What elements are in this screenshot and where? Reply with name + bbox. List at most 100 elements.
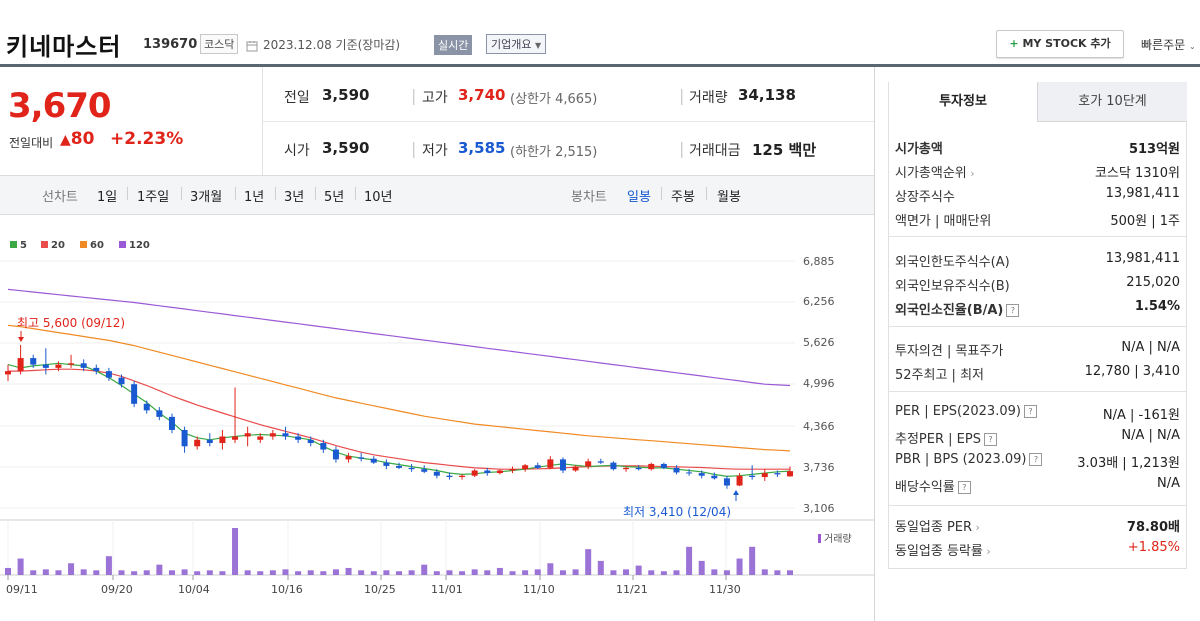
candle-body — [648, 463, 655, 470]
price-chart[interactable] — [0, 250, 874, 600]
candle-body — [484, 470, 491, 474]
candle-body — [496, 470, 503, 474]
candle-body — [522, 465, 529, 470]
volume-bar — [80, 569, 87, 575]
candle-body — [181, 429, 188, 447]
quick-order-menu[interactable]: 빠른주문 ⌄ — [1141, 36, 1196, 53]
period-10y[interactable]: 10년 — [364, 190, 393, 205]
candle-body — [156, 410, 163, 417]
invest-value: N/A | N/A — [1121, 428, 1180, 443]
tab-invest-info[interactable]: 투자정보 — [889, 82, 1037, 123]
chevron-right-icon[interactable]: › — [982, 545, 991, 558]
invest-value: 78.80배 — [1126, 520, 1180, 535]
candle-body — [206, 439, 213, 444]
volume-bar — [93, 570, 100, 575]
invest-label-text: 배당수익률 — [895, 480, 955, 495]
invest-label-text: 시가총액 — [895, 142, 943, 157]
chevron-right-icon[interactable]: › — [972, 521, 980, 534]
period-3y[interactable]: 3년 — [284, 190, 305, 205]
candle-body — [282, 433, 289, 437]
divider — [181, 187, 182, 200]
volume-bar — [559, 570, 566, 575]
change-percent: +2.23% — [110, 129, 184, 149]
period-1d[interactable]: 1일 — [97, 190, 118, 205]
my-stock-add-button[interactable]: + MY STOCK 추가 — [996, 30, 1124, 58]
invest-value: 코스닥 1310위 — [1094, 166, 1180, 181]
candle-body — [547, 459, 554, 468]
volume-bar — [572, 569, 579, 575]
volume-bar — [181, 569, 188, 575]
invest-label: 외국인보유주식수(B) — [895, 275, 1010, 294]
invest-label: PER | EPS(2023.09)? — [895, 404, 1037, 419]
up-triangle-icon: ▲ — [60, 132, 71, 148]
candle-daily[interactable]: 일봉 — [627, 190, 651, 205]
trade-amount-number: 125 — [752, 141, 784, 159]
ma-line-ma5 — [7, 362, 791, 478]
help-icon[interactable]: ? — [1023, 405, 1037, 418]
volume-bar — [232, 528, 239, 575]
invest-label-text: 동일업종 등락률 — [895, 544, 983, 559]
invest-value: 215,020 — [1126, 275, 1180, 290]
help-icon[interactable]: ? — [983, 433, 997, 446]
candle-body — [623, 467, 630, 470]
volume-legend: 거래량 — [818, 530, 852, 545]
y-tick: 5,626 — [803, 336, 835, 349]
period-5y[interactable]: 5년 — [324, 190, 345, 205]
candle-body — [307, 439, 314, 444]
volume-bar — [761, 569, 768, 575]
legend-swatch — [80, 241, 87, 248]
x-tick: 11/10 — [523, 583, 555, 596]
candle-monthly[interactable]: 월봉 — [717, 190, 741, 205]
candle-body — [723, 478, 730, 486]
candle-body — [232, 436, 239, 440]
period-1w[interactable]: 1주일 — [137, 190, 170, 205]
section-divider — [888, 236, 1187, 237]
lower-limit-value: 2,515) — [555, 145, 598, 160]
period-3m[interactable]: 3개월 — [190, 190, 223, 205]
volume-bar — [282, 569, 289, 575]
volume-bar — [723, 570, 730, 575]
header-divider — [0, 64, 1200, 67]
candle-body — [396, 465, 402, 468]
candle-body — [80, 363, 87, 368]
section-divider — [888, 326, 1187, 327]
volume-bar — [194, 571, 201, 575]
legend-swatch — [119, 241, 126, 248]
help-icon[interactable]: ? — [1006, 304, 1020, 317]
candle-body — [559, 459, 566, 471]
invest-value: 1.54% — [1134, 299, 1180, 314]
volume-bar — [68, 563, 75, 575]
lower-limit: (하한가 2,515) — [510, 141, 597, 160]
invest-label: 52주최고 | 최저 — [895, 364, 984, 383]
period-1y[interactable]: 1년 — [244, 190, 265, 205]
company-info-dropdown[interactable]: 기업개요 ▼ — [486, 34, 547, 54]
volume-bar — [118, 570, 125, 575]
high-annotation: 최고 5,600 (09/12) — [17, 316, 126, 330]
divider — [315, 187, 316, 200]
realtime-button[interactable]: 실시간 — [434, 35, 473, 55]
volume-bar — [168, 570, 175, 575]
volume-bar — [686, 546, 693, 575]
low-value: 3,585 — [458, 139, 506, 157]
tab-hoga-10[interactable]: 호가 10단계 — [1037, 82, 1187, 122]
invest-label: 동일업종 PER › — [895, 516, 980, 535]
section-divider — [888, 505, 1187, 506]
candle-body — [219, 436, 226, 444]
ma-line-ma60 — [7, 324, 791, 452]
invest-label: 외국인소진율(B/A)? — [895, 299, 1020, 318]
help-icon[interactable]: ? — [957, 481, 971, 494]
volume-bar — [320, 571, 327, 575]
help-icon[interactable]: ? — [1029, 453, 1043, 466]
candle-body — [471, 470, 478, 476]
candle-body — [597, 461, 604, 463]
invest-value: 13,981,411 — [1105, 251, 1180, 266]
candle-weekly[interactable]: 주봉 — [671, 190, 695, 205]
candle-body — [433, 471, 440, 476]
candle-body — [105, 371, 112, 378]
my-stock-label: MY STOCK 추가 — [1022, 37, 1111, 50]
volume-bar — [332, 569, 339, 575]
chevron-right-icon[interactable]: › — [966, 167, 975, 180]
y-tick: 4,996 — [803, 377, 835, 390]
volume-bar — [484, 570, 491, 575]
upper-limit-value: 4,665) — [555, 92, 598, 107]
